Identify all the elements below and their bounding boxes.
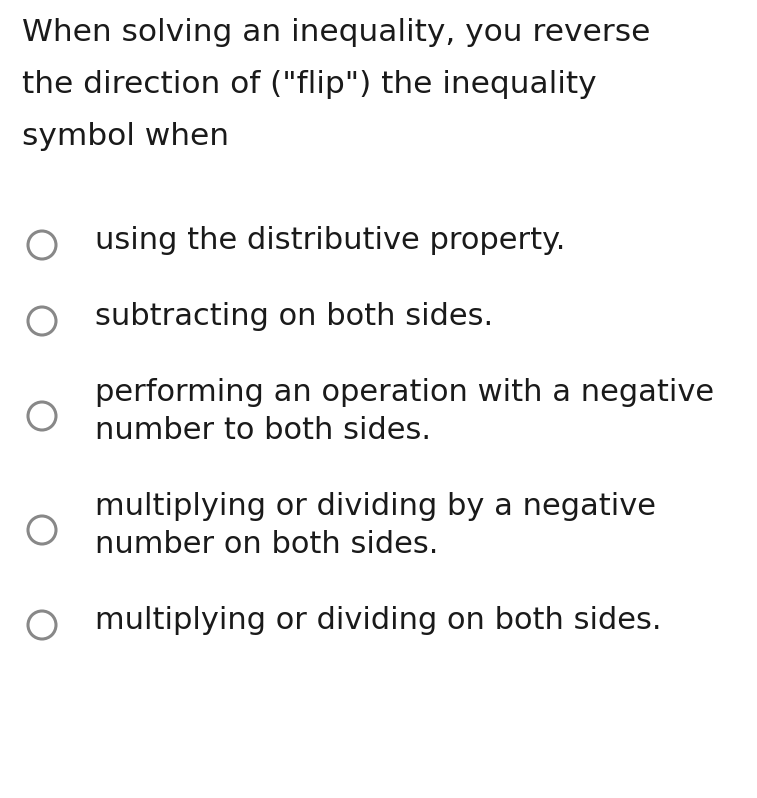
- Text: When solving an inequality, you reverse: When solving an inequality, you reverse: [22, 18, 650, 47]
- Text: subtracting on both sides.: subtracting on both sides.: [95, 302, 493, 331]
- Text: performing an operation with a negative: performing an operation with a negative: [95, 378, 714, 407]
- Text: symbol when: symbol when: [22, 122, 229, 151]
- Text: multiplying or dividing by a negative: multiplying or dividing by a negative: [95, 492, 656, 521]
- Text: the direction of ("flip") the inequality: the direction of ("flip") the inequality: [22, 70, 597, 99]
- Text: number to both sides.: number to both sides.: [95, 416, 431, 445]
- Text: multiplying or dividing on both sides.: multiplying or dividing on both sides.: [95, 606, 662, 635]
- Text: number on both sides.: number on both sides.: [95, 530, 438, 559]
- Text: using the distributive property.: using the distributive property.: [95, 226, 565, 255]
